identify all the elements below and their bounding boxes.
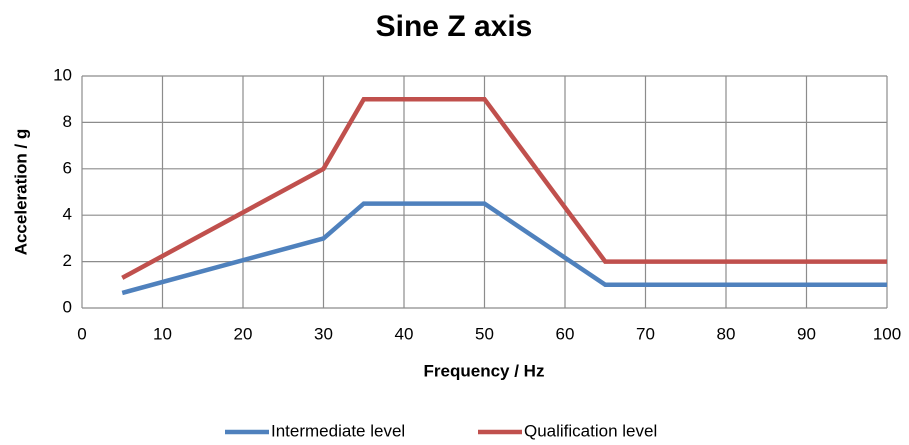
x-axis-label: Frequency / Hz (424, 361, 545, 380)
x-tick-label: 40 (395, 324, 414, 343)
legend-label: Qualification level (524, 421, 657, 440)
chart-title: Sine Z axis (376, 10, 533, 43)
x-tick-label: 30 (314, 324, 333, 343)
y-axis-label: Acceleration / g (11, 129, 30, 256)
y-tick-label: 4 (63, 205, 72, 224)
legend-label: Intermediate level (271, 421, 405, 440)
series-line (121, 201, 887, 296)
x-tick-label: 100 (873, 324, 901, 343)
x-tick-label: 20 (234, 324, 253, 343)
y-tick-label: 0 (63, 297, 72, 316)
x-tick-label: 80 (717, 324, 736, 343)
x-tick-label: 0 (77, 324, 86, 343)
y-tick-label: 6 (63, 158, 72, 177)
x-tick-label: 70 (636, 324, 655, 343)
x-tick-label: 90 (797, 324, 816, 343)
y-tick-label: 8 (63, 112, 72, 131)
x-tick-label: 10 (153, 324, 172, 343)
y-tick-label: 10 (53, 65, 72, 84)
series-line (121, 96, 887, 280)
x-tick-label: 50 (475, 324, 494, 343)
y-tick-label: 2 (63, 251, 72, 270)
x-tick-label: 60 (556, 324, 575, 343)
